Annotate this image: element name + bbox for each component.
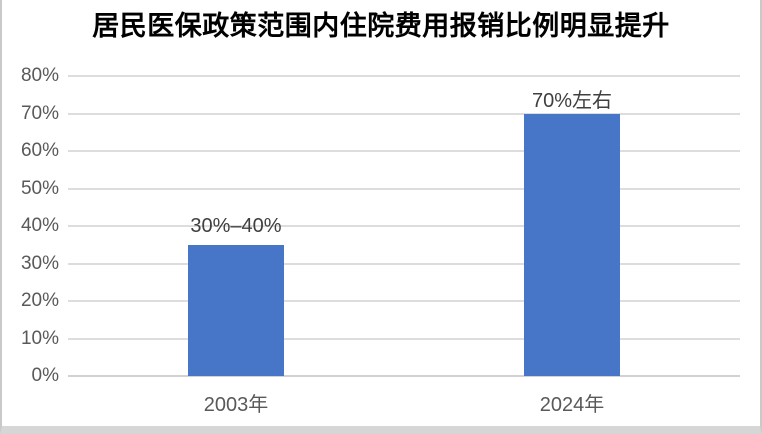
x-tick-label-2024年: 2024年 xyxy=(539,394,605,416)
data-label-2024年: 70%左右 xyxy=(531,89,613,112)
data-label-2003年: 30%–40% xyxy=(190,214,282,237)
y-tick-label: 40% xyxy=(20,215,59,236)
gridline-20% xyxy=(68,300,740,302)
y-tick-label: 10% xyxy=(20,327,59,349)
gridline-30% xyxy=(68,262,740,265)
bar-2024年 xyxy=(524,113,620,376)
gridline-50% xyxy=(68,187,740,190)
gridline-0% xyxy=(68,375,740,377)
y-tick-label: 60% xyxy=(20,140,59,161)
y-tick-label: 80% xyxy=(20,65,59,86)
bar-2003年 xyxy=(188,244,284,376)
y-tick-label: 20% xyxy=(20,290,59,311)
gridline-10% xyxy=(68,337,740,340)
plot-area xyxy=(68,75,740,377)
gridline-80% xyxy=(68,75,740,77)
y-tick-label: 30% xyxy=(20,252,59,274)
gridline-70% xyxy=(68,112,740,115)
y-tick-label: 70% xyxy=(20,102,59,124)
gridline-60% xyxy=(68,150,740,152)
gridline-40% xyxy=(68,225,740,227)
x-tick-label-2003年: 2003年 xyxy=(203,394,269,416)
chart-title: 居民医保政策范围内住院费用报销比例明显提升 xyxy=(92,11,670,41)
y-tick-label: 50% xyxy=(20,177,59,199)
y-tick-label: 0% xyxy=(31,365,59,386)
